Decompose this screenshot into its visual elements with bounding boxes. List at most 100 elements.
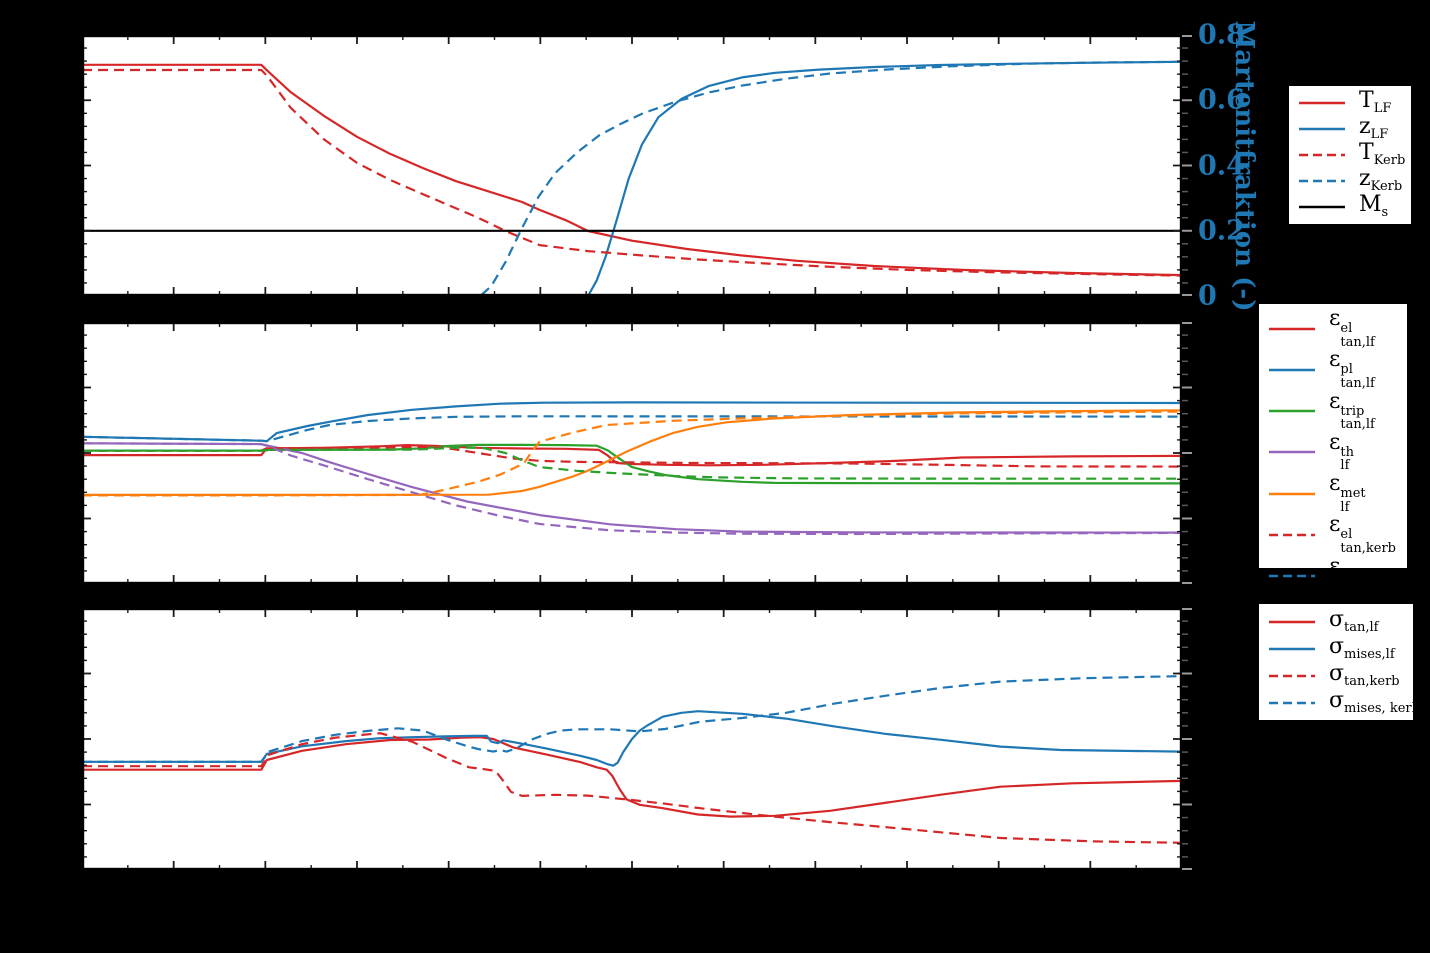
- series-eps_trip_tan_lf: [82, 443, 1182, 485]
- series-sigma_tan_kerb: [82, 732, 1182, 844]
- series-eps_trip_tan_kerb: [82, 446, 1182, 480]
- legend-subscript: tan,lf: [1340, 375, 1375, 391]
- strain-components-chart: [82, 322, 1182, 584]
- legend-label: σmises, kerb: [1329, 687, 1420, 717]
- right-axis-tick-label: 0.6: [1198, 84, 1245, 116]
- right-axis-tick-label: 0.2: [1198, 215, 1245, 247]
- legend-subscript: s: [1381, 205, 1389, 221]
- legend-label: ε trip tan,lf: [1329, 388, 1375, 432]
- legend-subscript: Kerb: [1370, 179, 1403, 195]
- legend-label: ε met lf: [1329, 473, 1366, 514]
- plot-stress-components: [82, 608, 1182, 870]
- legend-symbol: ε: [1329, 347, 1341, 373]
- right-axis-tick-label: 0.8: [1198, 19, 1245, 51]
- temperature-martensite-chart: [82, 35, 1182, 296]
- legend-entry-sigma_mises_lf: σmises,lf: [1265, 635, 1407, 662]
- legend-subscript: lf: [1340, 499, 1350, 515]
- legend-label: ε pl tan,lf: [1329, 349, 1375, 390]
- legend-symbol: ε: [1329, 429, 1341, 455]
- series-T_LF: [82, 63, 1182, 277]
- right-outer-ticks-top-plot: [1182, 35, 1192, 296]
- legend-line-sample: [1269, 647, 1315, 650]
- legend-label: zKerb: [1359, 168, 1403, 195]
- legend-line-sample: [1269, 701, 1315, 704]
- series-eps_th_kerb: [82, 442, 1182, 536]
- legend-line-sample: [1269, 368, 1315, 372]
- legend-subscript: LF: [1370, 127, 1389, 143]
- legend-subscript: tan,lf: [1344, 620, 1379, 636]
- legend-subscript: LF: [1373, 101, 1392, 117]
- legend-label: TLF: [1359, 88, 1392, 117]
- legend-entry-T_Kerb: TKerb: [1295, 142, 1405, 168]
- legend-symbol: σ: [1329, 660, 1345, 686]
- stress-components-chart: [82, 608, 1182, 870]
- legend-superscript: trip: [1340, 403, 1365, 419]
- legend-subscript: tan,kerb: [1340, 541, 1396, 557]
- axes-spines: [82, 35, 1182, 296]
- legend-symbol: T: [1359, 88, 1374, 114]
- legend-label: σtan,kerb: [1329, 660, 1400, 690]
- legend-line-sample: [1299, 127, 1345, 131]
- legend-symbol: σ: [1329, 606, 1345, 632]
- legend-entry-sigma_tan_lf: σtan,lf: [1265, 608, 1407, 635]
- legend-entry-eps_el_tan_kerb: ε el tan,kerb: [1265, 514, 1401, 555]
- legend-scripts: pl tan,lf: [1340, 363, 1374, 390]
- series-T_Kerb: [82, 68, 1182, 277]
- legend-scripts: el tan,kerb: [1340, 528, 1396, 555]
- series-eps_pl_tan_kerb: [82, 415, 1182, 443]
- legend-line-sample: [1269, 620, 1315, 623]
- legend-label: ε th lf: [1329, 429, 1354, 473]
- legend-label: TKerb: [1359, 142, 1406, 169]
- legend-label: Ms: [1359, 194, 1389, 221]
- legend-entry-eps_pl_tan_kerb: ε pl tan,kerb: [1265, 553, 1401, 597]
- legend-superscript: th: [1340, 444, 1355, 460]
- legend-symbol: ε: [1329, 553, 1341, 579]
- legend-subscript: tan,kerb: [1344, 674, 1400, 690]
- legend-superscript: pl: [1340, 568, 1353, 584]
- series-eps_el_tan_kerb: [82, 445, 1182, 468]
- series-sigma_mises_lf: [82, 710, 1182, 767]
- legend-entry-eps_met_lf: ε met lf: [1265, 473, 1401, 514]
- legend-line-sample: [1269, 533, 1315, 537]
- legend-symbol: ε: [1329, 471, 1341, 497]
- legend-scripts: th lf: [1340, 446, 1354, 473]
- axes-spines: [82, 608, 1182, 870]
- legend-symbol: ε: [1329, 306, 1341, 331]
- legend-symbol: ε: [1329, 512, 1341, 538]
- series-z_Kerb: [82, 60, 1182, 296]
- legend-line-sample: [1269, 492, 1315, 495]
- legend-line-sample: [1269, 575, 1315, 578]
- legend-symbol: σ: [1329, 687, 1345, 713]
- plot-temperature-martensite: [82, 35, 1182, 296]
- legend-label: ε pl tan,kerb: [1329, 553, 1396, 597]
- legend-subscript: mises, kerb: [1344, 701, 1420, 717]
- legend-symbol: σ: [1329, 633, 1345, 659]
- legend-entry-eps_th_lf: ε th lf: [1265, 429, 1401, 473]
- legend-line-sample: [1299, 179, 1345, 183]
- legend-label: ε el tan,kerb: [1329, 514, 1396, 555]
- legend-line-sample: [1269, 410, 1315, 413]
- right-axis-tick-label: 0: [1198, 280, 1217, 312]
- plot-strain-components: [82, 322, 1182, 584]
- legend-entry-sigma_tan_kerb: σtan,kerb: [1265, 662, 1407, 689]
- legend-line-sample: [1269, 674, 1315, 677]
- right-axis-title: Martenitfraktion (-): [1229, 20, 1259, 311]
- legend-scripts: met lf: [1340, 487, 1365, 514]
- legend-entry-eps_trip_tan_lf: ε trip tan,lf: [1265, 388, 1401, 432]
- legend-superscript: met: [1340, 486, 1366, 502]
- legend-line-sample: [1269, 327, 1315, 330]
- legend-subscript: Kerb: [1373, 153, 1406, 169]
- series-eps_el_tan_lf: [82, 443, 1182, 467]
- legend-entry-z_LF: zLF: [1295, 116, 1405, 142]
- axes-spines: [82, 322, 1182, 584]
- legend-label: σtan,lf: [1329, 606, 1379, 636]
- legend-subscript: lf: [1340, 458, 1350, 474]
- legend-line-sample: [1299, 101, 1345, 105]
- right-outer-ticks-middle-plot: [1182, 322, 1192, 584]
- legend-symbol: ε: [1329, 388, 1341, 414]
- legend-stress-components: σtan,lf σmises,lf σtan,kerb σmises, kerb: [1258, 603, 1420, 721]
- series-z_LF: [82, 60, 1182, 296]
- right-outer-ticks-bottom-plot: [1182, 608, 1192, 870]
- legend-entry-z_Kerb: zKerb: [1295, 168, 1405, 194]
